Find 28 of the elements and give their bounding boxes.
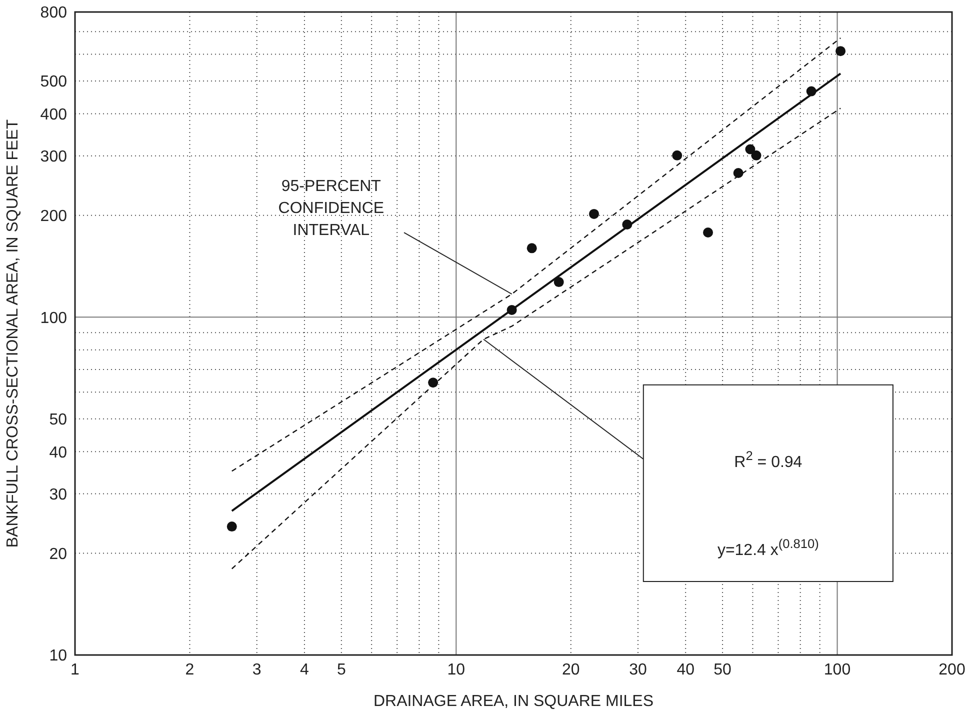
y-tick-label: 10	[49, 648, 68, 665]
x-tick-label: 5	[336, 661, 346, 678]
y-tick-label: 300	[40, 148, 68, 166]
y-tick-label: 800	[40, 4, 68, 22]
y-tick-label: 400	[40, 106, 68, 124]
x-axis-title: DRAINAGE AREA, IN SQUARE MILES	[373, 693, 654, 710]
x-tick-label: 40	[676, 661, 695, 678]
y-tick-label: 100	[40, 310, 68, 327]
y-tick-label: 30	[49, 486, 68, 504]
y-tick-label: 500	[40, 74, 68, 91]
y-tick-label: 20	[49, 546, 68, 563]
x-tick-label: 2	[185, 661, 194, 678]
x-tick-label: 3	[252, 661, 262, 678]
annotation: 95-PERCENT CONFIDENCE INTERVAL	[278, 178, 384, 240]
x-tick-label: 30	[629, 661, 647, 678]
y-tick-label: 40	[49, 444, 68, 462]
y-tick-label: 50	[49, 412, 68, 429]
x-tick-label: 50	[714, 661, 732, 678]
x-tick-label: 100	[824, 661, 851, 678]
x-tick-label: 1	[70, 661, 80, 678]
annotation: y=12.4 x$^{(0.810)}$	[717, 535, 819, 559]
y-axis-title: BANKFULL CROSS-SECTIONAL AREA, IN SQUARE FEET	[4, 119, 22, 548]
x-tick-label: 4	[300, 661, 310, 678]
annotation: R$^{2}$ = 0.94	[734, 448, 802, 472]
x-tick-label: 200	[938, 661, 966, 678]
x-tick-label: 10	[447, 661, 466, 678]
x-tick-label: 20	[562, 661, 580, 678]
y-tick-label: 200	[40, 208, 68, 226]
